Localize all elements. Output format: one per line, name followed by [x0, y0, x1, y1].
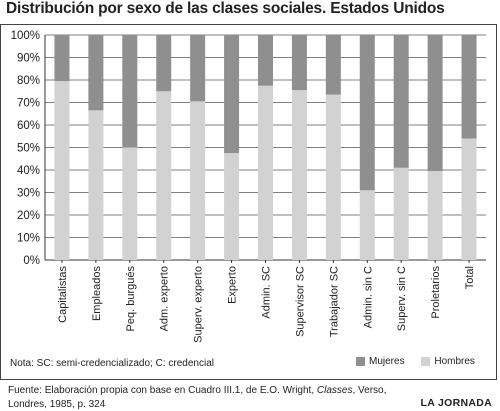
bar-hombres: [427, 171, 443, 260]
legend-item-hombres: Hombres: [421, 356, 475, 367]
legend-label-hombres: Hombres: [434, 356, 475, 367]
bar-mujeres: [224, 35, 240, 154]
source-text-title: Classes: [316, 385, 353, 396]
source-text-prefix: Fuente: Elaboración propia con base en C…: [8, 385, 317, 396]
chart-frame: [0, 24, 497, 380]
bar-mujeres: [325, 35, 341, 95]
bar-mujeres: [258, 35, 273, 86]
y-tick-label: 30%: [17, 188, 40, 200]
y-tick-label: 0%: [23, 255, 40, 267]
source-note: Fuente: Elaboración propia con base en C…: [8, 384, 408, 411]
bar-hombres: [54, 81, 70, 260]
bar-hombres: [359, 190, 375, 260]
x-tick-label: Admin. sin C: [362, 266, 374, 328]
bar-mujeres: [88, 35, 104, 111]
bar-hombres: [258, 85, 273, 260]
chart-note: Nota: SC: semi-credencializado; C: crede…: [10, 358, 214, 369]
x-tick-label: Experto: [227, 266, 239, 304]
x-tick-label: Superv. experto: [193, 266, 205, 343]
source-text-suffix: , Verso, Londres, 1985, p. 324: [8, 385, 387, 410]
bar-mujeres: [122, 35, 138, 148]
bar-mujeres: [461, 35, 477, 139]
bar-mujeres: [291, 35, 307, 91]
chart-title: Distribución por sexo de las clases soci…: [6, 0, 445, 17]
chart-legend: Mujeres Hombres: [356, 356, 489, 369]
y-tick-label: 100%: [11, 30, 40, 42]
x-tick-label: Supervisor SC: [294, 266, 306, 337]
legend-swatch-mujeres: [356, 357, 365, 366]
bar-hombres: [325, 94, 341, 260]
y-tick-label: 90%: [17, 53, 40, 65]
y-tick-label: 40%: [17, 165, 40, 177]
y-tick-label: 80%: [17, 75, 40, 87]
x-tick-label: Superv. sin C: [396, 266, 408, 331]
y-tick-label: 70%: [17, 98, 40, 110]
bar-hombres: [393, 167, 409, 260]
x-tick-label: Proletarios: [430, 266, 442, 319]
y-tick-label: 10%: [17, 233, 40, 245]
bar-mujeres: [393, 35, 409, 168]
x-tick-label: Admin. SC: [261, 266, 273, 319]
bar-hombres: [156, 91, 172, 260]
bar-hombres: [224, 153, 240, 260]
brand-credit: LA JORNADA: [420, 397, 492, 409]
bar-mujeres: [54, 35, 70, 82]
y-tick-label: 60%: [17, 120, 40, 132]
x-tick-label: Peq. burgués: [125, 266, 137, 332]
x-tick-label: Trabajador SC: [328, 266, 340, 337]
x-tick-label: Empleados: [91, 266, 103, 322]
bar-hombres: [88, 110, 104, 260]
x-tick-label: Total: [464, 266, 476, 289]
y-tick-label: 50%: [17, 143, 40, 155]
y-tick-label: 20%: [17, 210, 40, 222]
bar-mujeres: [359, 35, 375, 191]
legend-item-mujeres: Mujeres: [356, 356, 405, 367]
bar-hombres: [122, 147, 138, 260]
x-tick-label: Capitalistas: [57, 266, 69, 323]
legend-swatch-hombres: [421, 357, 431, 366]
chart-plot: 0% 10% 20% 30% 40% 50% 60% 70% 80% 90% 100% Capital…: [11, 30, 486, 343]
bar-mujeres: [427, 35, 443, 172]
bar-mujeres: [156, 35, 172, 92]
bar-mujeres: [190, 35, 206, 102]
bar-hombres: [190, 101, 206, 260]
x-tick-label: Adm. experto: [159, 266, 171, 331]
legend-label-mujeres: Mujeres: [369, 356, 405, 367]
bar-hombres: [461, 138, 477, 260]
bar-hombres: [291, 90, 307, 260]
